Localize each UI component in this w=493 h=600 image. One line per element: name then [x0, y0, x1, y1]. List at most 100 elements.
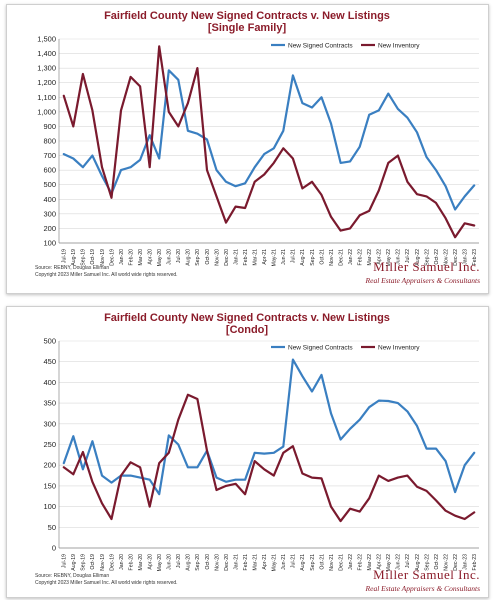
x-tick-label: Dec-19	[109, 554, 115, 571]
x-tick-label: Aug-19	[71, 249, 77, 266]
x-tick-label: May-21	[272, 554, 278, 571]
x-tick-label: Apr-21	[262, 554, 268, 570]
x-tick-label: Oct-22	[434, 554, 440, 570]
x-tick-label: Jan-22	[348, 249, 354, 265]
x-tick-label: Nov-20	[214, 249, 220, 266]
chart-title-line2: [Single Family]	[208, 22, 287, 34]
legend-label: New Inventory	[378, 344, 420, 351]
x-tick-label: Apr-21	[262, 249, 268, 265]
x-tick-label: Aug-22	[415, 554, 421, 571]
y-tick-label: 0	[52, 544, 56, 553]
x-tick-label: Jun-20	[167, 249, 173, 265]
x-tick-label: Jul-19	[62, 554, 68, 568]
x-tick-label: Aug-21	[300, 554, 306, 571]
x-tick-label: Feb-23	[472, 249, 478, 266]
x-tick-label: Feb-20	[128, 249, 134, 266]
x-tick-label: Dec-20	[224, 554, 230, 571]
x-tick-label: Oct-19	[90, 554, 96, 570]
series-line-new-inventory	[62, 45, 476, 239]
chart-title-line1: Fairfield County New Signed Contracts v.…	[104, 10, 390, 22]
x-tick-label: Oct-22	[434, 249, 440, 265]
y-tick-label: 1,200	[37, 78, 56, 87]
x-tick-label: Apr-20	[147, 554, 153, 570]
x-tick-label: Aug-20	[186, 249, 192, 266]
x-tick-label: May-22	[386, 554, 392, 571]
y-tick-label: 350	[43, 399, 56, 408]
x-tick-label: Mar-20	[138, 554, 144, 571]
x-tick-label: May-20	[157, 249, 163, 266]
x-tick-label: Nov-22	[443, 554, 449, 571]
x-tick-label: Feb-21	[243, 249, 249, 266]
x-tick-label: Dec-21	[338, 554, 344, 571]
y-tick-label: 400	[43, 378, 56, 387]
x-tick-label: Nov-19	[100, 554, 106, 571]
x-tick-label: Sep-21	[310, 249, 316, 266]
y-tick-label: 600	[43, 166, 56, 175]
x-tick-label: Sep-21	[310, 554, 316, 571]
y-tick-label: 500	[43, 337, 56, 346]
x-tick-label: Jul-19	[62, 249, 68, 263]
brand-logo-tagline: Real Estate Appraisers & Consultants	[365, 276, 481, 285]
x-tick-label: Dec-21	[338, 249, 344, 266]
x-tick-label: Sep-20	[195, 249, 201, 266]
x-tick-label: Nov-21	[329, 554, 335, 571]
y-tick-label: 200	[43, 224, 56, 233]
series-line-new-inventory	[62, 393, 476, 523]
y-tick-label: 200	[43, 461, 56, 470]
x-tick-label: Jul-22	[405, 554, 411, 568]
x-tick-label: Mar-21	[252, 249, 258, 266]
x-tick-label: Jul-20	[176, 554, 182, 568]
x-tick-label: Apr-20	[147, 249, 153, 265]
x-tick-label: May-20	[157, 554, 163, 571]
brand-logo-name: Miller Samuel Inc.	[373, 259, 480, 274]
x-tick-label: Jun-21	[281, 249, 287, 265]
x-tick-label: Jul-21	[291, 249, 297, 263]
x-tick-label: May-22	[386, 249, 392, 266]
chart-panel-single-family: Fairfield County New Signed Contracts v.…	[6, 4, 489, 294]
x-tick-label: Feb-20	[128, 554, 134, 571]
plot-area: 100 200 300 400 500 600 700 800 900 1,000 1,100 1,2…	[37, 35, 479, 266]
x-tick-label: Jun-22	[396, 249, 402, 265]
x-tick-label: Jul-21	[291, 554, 297, 568]
x-tick-label: Jan-21	[233, 554, 239, 570]
x-tick-label: Dec-19	[109, 249, 115, 266]
x-tick-label: Jan-20	[119, 554, 125, 570]
brand-logo-name: Miller Samuel Inc.	[373, 567, 480, 582]
y-tick-label: 500	[43, 180, 56, 189]
x-tick-label: Aug-20	[186, 554, 192, 571]
legend-label: New Signed Contracts	[288, 344, 353, 351]
chart-svg-single-family: Fairfield County New Signed Contracts v.…	[35, 10, 481, 285]
y-tick-label: 100	[43, 239, 56, 248]
x-tick-label: Oct-21	[319, 554, 325, 570]
x-tick-label: Apr-22	[377, 554, 383, 570]
x-tick-label: Nov-20	[214, 554, 220, 571]
x-tick-label: Jul-20	[176, 249, 182, 263]
x-tick-label: May-21	[272, 249, 278, 266]
copyright-note: Copyright 2023 Miller Samuel Inc. All wo…	[35, 580, 178, 586]
series-line-new-signed-contracts	[62, 69, 476, 211]
y-tick-label: 1,400	[37, 49, 56, 58]
x-tick-label: Mar-21	[252, 554, 258, 571]
x-tick-label: Nov-21	[329, 249, 335, 266]
x-tick-label: Oct-20	[205, 249, 211, 265]
x-tick-label: Nov-22	[443, 249, 449, 266]
x-tick-label: Oct-21	[319, 249, 325, 265]
x-tick-label: Jan-22	[348, 554, 354, 570]
series-line-new-signed-contracts	[62, 358, 476, 496]
x-tick-label: Dec-22	[453, 249, 459, 266]
x-tick-label: Jul-22	[405, 249, 411, 263]
y-tick-label: 150	[43, 481, 56, 490]
y-tick-label: 400	[43, 195, 56, 204]
x-tick-label: Mar-22	[367, 554, 373, 571]
x-tick-label: Sep-19	[81, 249, 87, 266]
y-tick-label: 300	[43, 209, 56, 218]
source-note: Source: REBNY, Douglas Elliman	[35, 573, 109, 579]
x-tick-label: Mar-22	[367, 249, 373, 266]
y-tick-label: 1,500	[37, 35, 56, 44]
y-tick-label: 300	[43, 419, 56, 428]
chart-svg-condo: Fairfield County New Signed Contracts v.…	[35, 312, 480, 593]
x-tick-label: Aug-19	[71, 554, 77, 571]
chart-title-line1: Fairfield County New Signed Contracts v.…	[104, 312, 390, 324]
x-tick-label: Dec-20	[224, 249, 230, 266]
x-tick-label: Apr-22	[377, 249, 383, 265]
